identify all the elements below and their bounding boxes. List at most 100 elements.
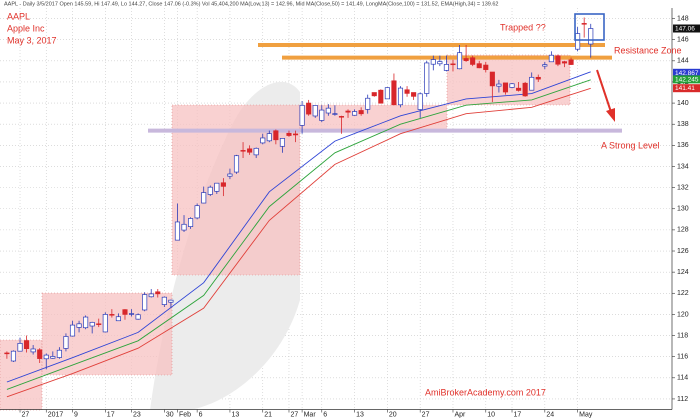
candle-body [135, 314, 141, 320]
price-tag [673, 84, 700, 93]
candle-body [227, 173, 233, 177]
candle-body [456, 52, 463, 70]
candle-body [430, 59, 436, 65]
y-tick-label: 132 [677, 184, 689, 191]
candle-body [325, 107, 331, 114]
candle-body [568, 59, 574, 65]
candle-body [76, 323, 82, 328]
x-tick-label: 6 [323, 411, 327, 418]
price-tag-label: 142.245 [675, 76, 699, 83]
x-tick-label: Feb [179, 411, 191, 418]
trapped-label: Trapped ?? [500, 22, 546, 32]
x-tick-label: 27 [290, 411, 298, 418]
candle-body [542, 64, 548, 67]
symbol: AAPL [7, 11, 30, 21]
candle-body [240, 150, 246, 152]
candle-body [450, 63, 456, 66]
candle-body [522, 82, 528, 97]
candle-body [424, 62, 430, 94]
candle-body [391, 80, 397, 106]
candle-body [371, 92, 377, 97]
x-tick-label: 17 [107, 411, 115, 418]
y-tick-label: 138 [677, 121, 689, 128]
candle-body [463, 58, 469, 61]
highlight-box [574, 13, 605, 41]
x-tick-label: 6 [199, 411, 203, 418]
candle-body [437, 61, 443, 65]
candle-body [443, 64, 449, 71]
candle-body [96, 323, 102, 325]
candle-body [365, 97, 371, 110]
candle-body [548, 54, 554, 63]
y-tick-label: 130 [677, 206, 689, 213]
candle-body [168, 299, 174, 303]
candle-body [470, 57, 476, 65]
x-tick-label: 27 [422, 411, 430, 418]
candle-body [319, 109, 325, 121]
candle-body [496, 83, 502, 87]
candle-body [122, 309, 128, 315]
candle-body [279, 138, 285, 147]
candle-body [535, 76, 541, 80]
candle-body [102, 314, 108, 333]
header: AAPL - Daily 3/5/2017 Open 145.59, Hi 14… [4, 1, 499, 7]
candle-body [115, 316, 121, 322]
candle-body [63, 336, 69, 349]
x-tick-label: 17 [514, 411, 522, 418]
x-tick-label: 24 [546, 411, 554, 418]
y-tick-label: 122 [677, 290, 689, 297]
candle-body [338, 116, 345, 118]
y-tick-label: 128 [677, 227, 689, 234]
x-tick-label: 10 [487, 411, 495, 418]
candle-body [17, 343, 23, 352]
candle-body [502, 82, 509, 93]
price-tag-label: 147.06 [675, 26, 695, 33]
y-tick-label: 118 [677, 332, 688, 339]
zones [0, 54, 571, 411]
candle-body [378, 89, 384, 104]
candle-body [575, 33, 581, 50]
support-label: A Strong Level [601, 140, 660, 150]
candle-body [489, 71, 495, 87]
candle-body [417, 93, 423, 110]
candle-body [188, 218, 194, 227]
candle-body [214, 182, 220, 192]
candle-body [4, 352, 10, 355]
candle-body [247, 148, 253, 153]
candle-body [109, 314, 115, 316]
range-box [41, 292, 173, 376]
candle-body [128, 313, 135, 315]
candle-body [352, 111, 358, 116]
candle-body [588, 28, 594, 45]
candle-body [561, 61, 568, 64]
x-tick-label: 21 [264, 411, 272, 418]
candle-body [89, 321, 95, 327]
candle-body [286, 132, 292, 136]
y-tick-label: 134 [677, 163, 689, 170]
x-tick-label: 27 [22, 411, 30, 418]
arrow-head [606, 108, 615, 122]
candle-body [83, 316, 89, 329]
watermark: AmiBrokerAcademy.com 2017 [425, 387, 546, 397]
y-tick-label: 116 [677, 354, 688, 361]
candle-body [207, 186, 213, 195]
candle-body [555, 55, 561, 65]
price-tag [673, 24, 700, 33]
y-tick-label: 114 [677, 375, 688, 382]
candle-body [483, 64, 489, 70]
ma-line [6, 87, 591, 398]
candle-body [155, 291, 161, 295]
candle-body [299, 104, 305, 126]
y-tick-label: 144 [677, 58, 689, 65]
candle-body [292, 133, 299, 136]
range-box [446, 54, 571, 106]
resistance-label: Resistance Zone [614, 45, 682, 55]
ma-line [6, 71, 591, 383]
y-tick-label: 126 [677, 248, 689, 255]
candle-body [142, 294, 148, 311]
candle-body [397, 87, 404, 106]
y-tick-label: 136 [677, 142, 689, 149]
x-tick-label: 30 [166, 411, 174, 418]
company: Apple Inc [7, 23, 45, 33]
candle-body [30, 348, 36, 353]
